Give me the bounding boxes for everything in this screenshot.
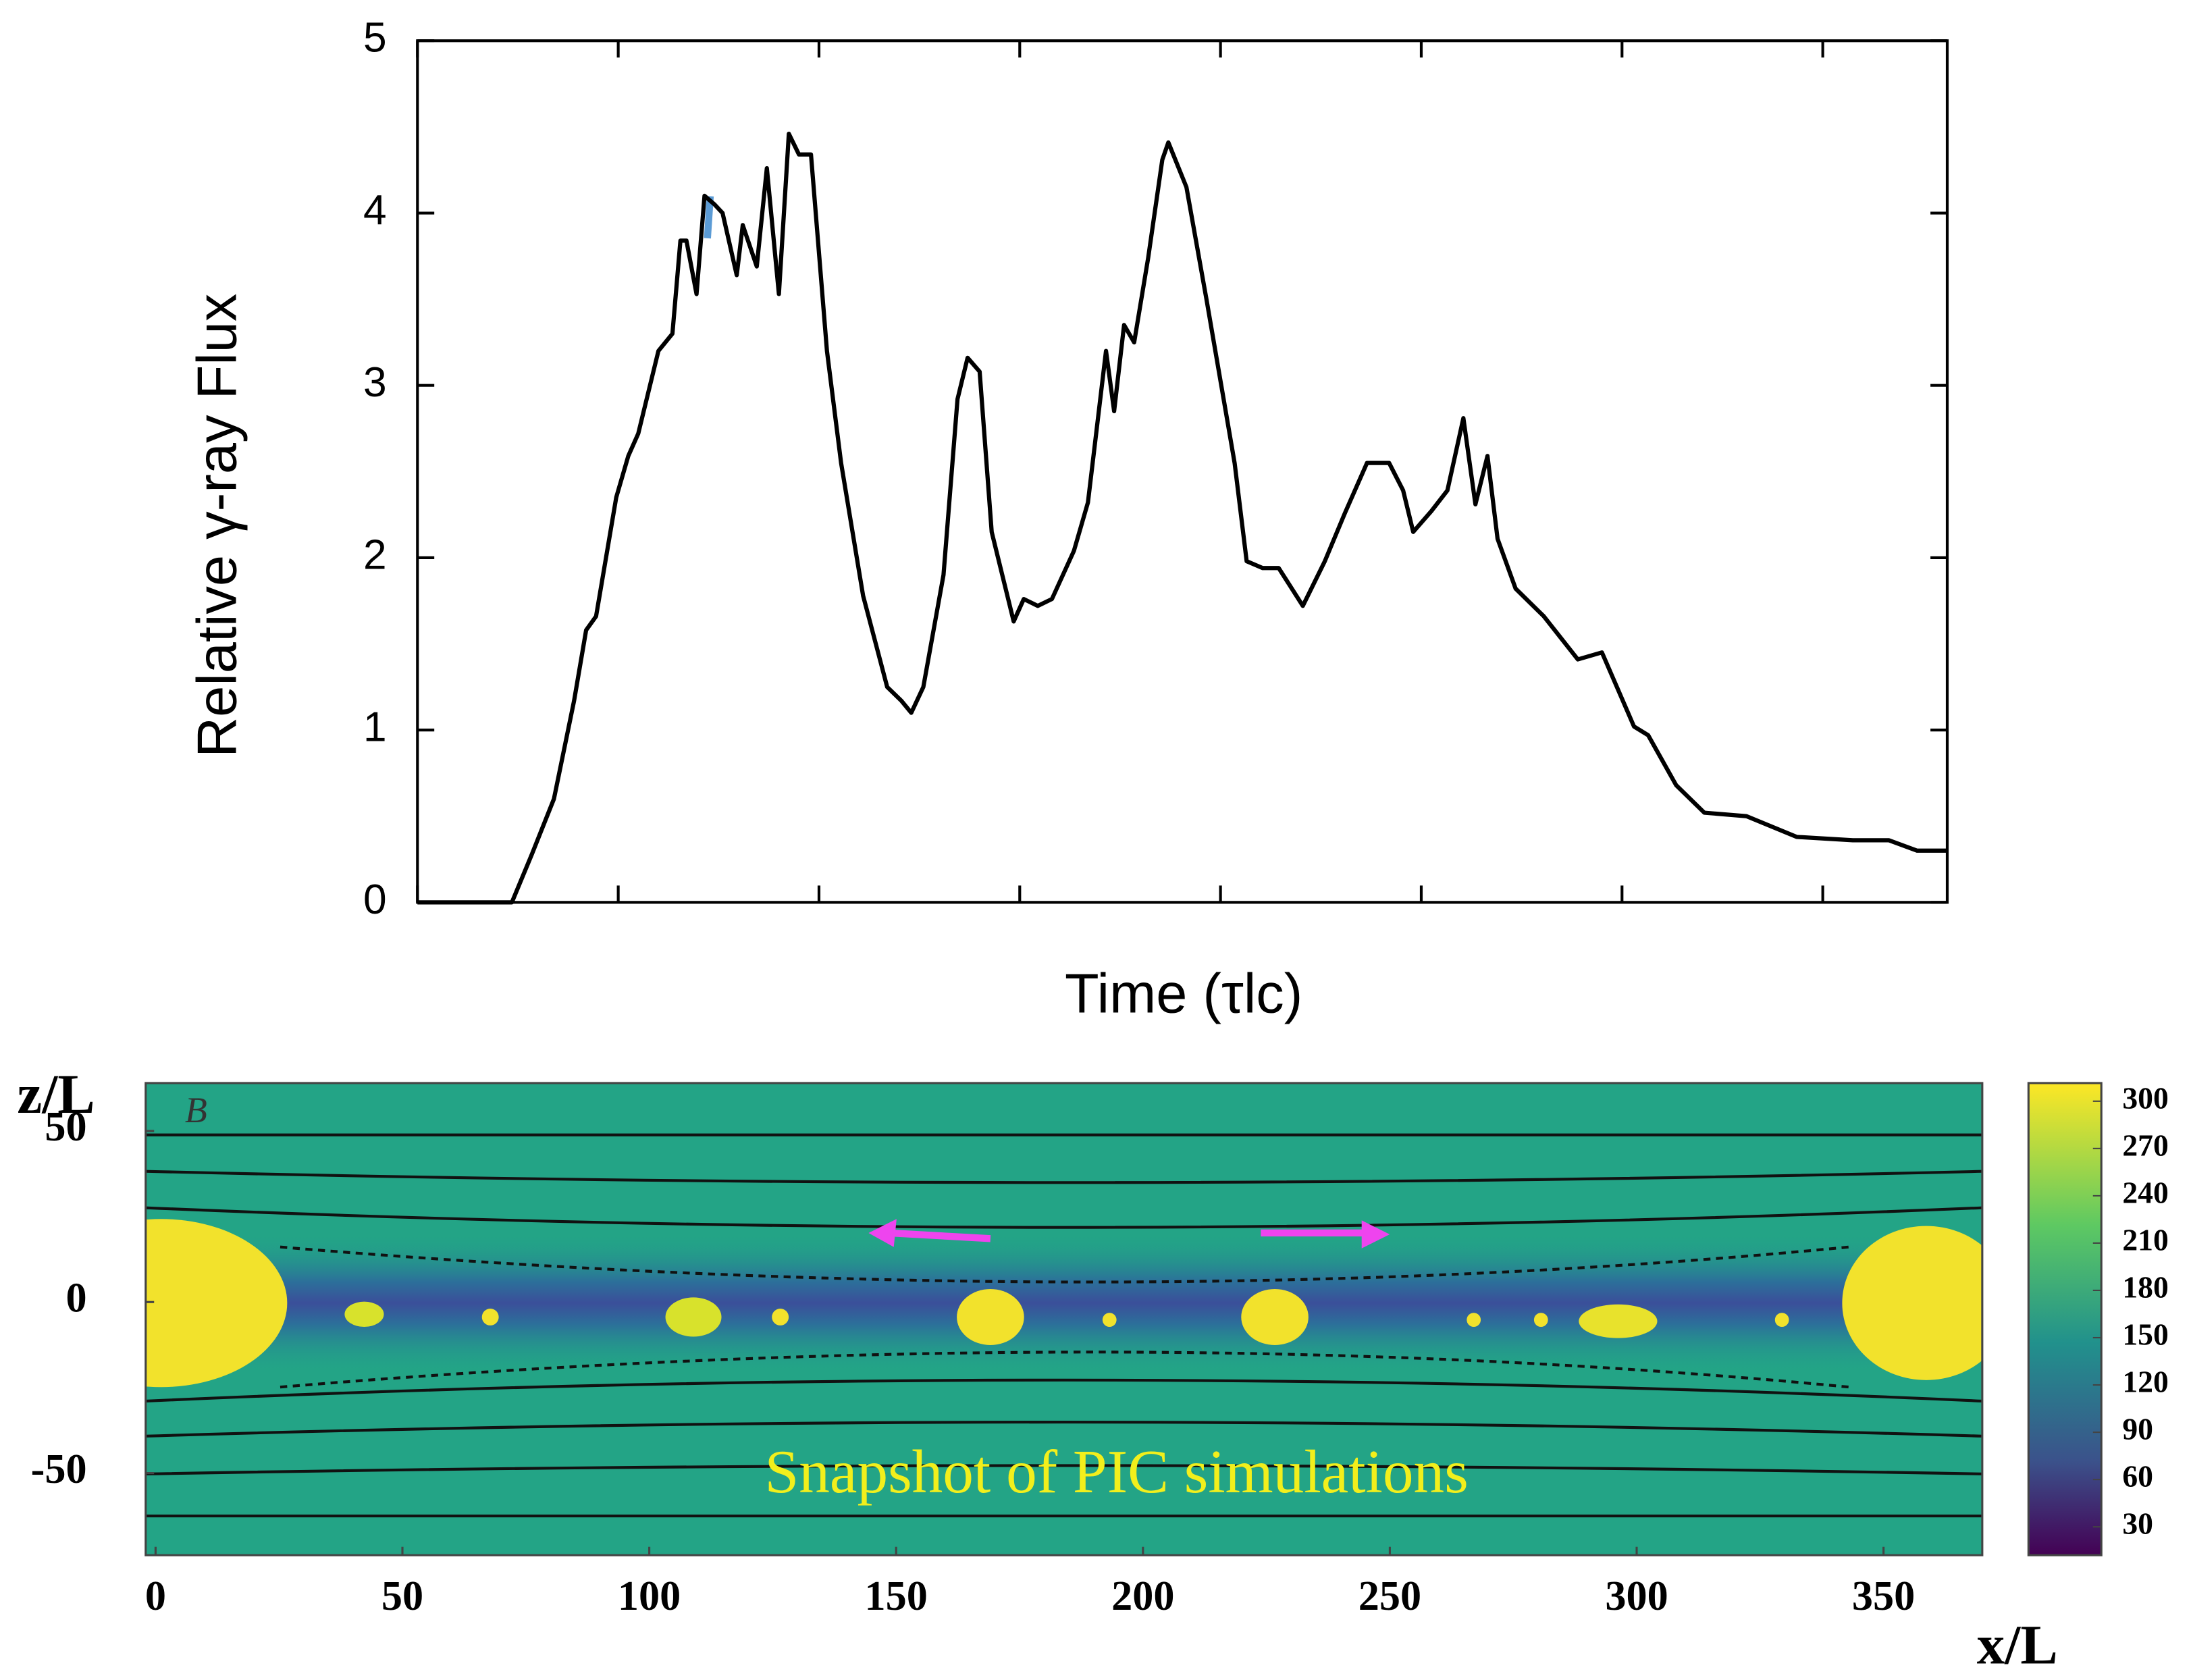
field-line [145,1206,1982,1229]
plasmoid [481,1309,499,1325]
y-tick-label: -50 [31,1446,87,1492]
y-tick-label: 2 [363,531,387,578]
plasmoid [344,1301,384,1327]
plasmoid [1467,1313,1481,1327]
y-tick-label: 1 [363,704,387,751]
field-lines [145,1133,1982,1518]
field-line [145,1421,1982,1438]
field-line [145,1170,1982,1184]
colorbar-tick-label: 300 [2122,1080,2168,1115]
colorbar-tick-label: 30 [2122,1506,2153,1541]
y-axis-label: z/L [17,1063,95,1125]
colorbar-tick-label: 270 [2122,1128,2168,1162]
x-tick-label: 250 [1358,1573,1421,1619]
x-axis-label: Time (τlc) [1065,962,1302,1024]
plasmoid [1102,1313,1117,1327]
arrow [889,1229,991,1242]
field-frame [144,1082,1984,1556]
field-line [280,1245,1849,1284]
plasmoid [957,1288,1024,1345]
plasmoid [145,1219,288,1388]
x-tick-label: 300 [1605,1573,1668,1619]
y-tick-label: 4 [363,187,387,234]
plot-frame [416,39,1949,904]
plasmoid [772,1309,789,1325]
y-tick-label: 3 [363,359,387,406]
plasmoid [1533,1313,1548,1327]
plasmoid [1842,1226,1982,1380]
x-axis-label: x/L [1977,1613,2058,1675]
colorbar-tick-label: 90 [2122,1412,2153,1446]
annotation: Snapshot of PIC simulations [765,1438,1469,1506]
highlight-mark [704,196,714,239]
x-tick-label: 50 [381,1573,423,1619]
y-tick-label: 0 [363,876,387,923]
y-tick-label: 0 [66,1276,87,1321]
x-tick-label: 100 [618,1573,681,1619]
plasmoid [1774,1313,1789,1327]
field-line [145,1378,1982,1403]
x-tick-label: 200 [1111,1573,1174,1619]
colorbar-tick-label: 60 [2122,1459,2153,1494]
x-tick-label: 150 [865,1573,928,1619]
x-tick-label: 0 [145,1573,166,1619]
arrowhead [1361,1220,1390,1249]
field-image [145,1082,1982,1556]
y-tick-label: 5 [363,15,387,61]
plasmoid [1241,1288,1309,1345]
colorbar-tick-label: 180 [2122,1269,2168,1304]
y-tick-label: 50 [45,1104,86,1150]
colorbar-tick-label: 240 [2122,1175,2168,1209]
field-line [145,1464,1982,1475]
flux-line [417,131,1947,905]
x-tick-label: 350 [1852,1573,1915,1619]
y-axis-label: Relative γ-ray Flux [186,294,248,758]
colorbar-tick-label: 150 [2122,1317,2168,1351]
current-sheet [145,1232,1982,1373]
plasmoid [665,1297,722,1337]
arrowhead [868,1219,897,1247]
colorbar-tick-label: 210 [2122,1222,2168,1257]
plasmoid [1579,1304,1658,1338]
field-label: B [185,1090,207,1130]
colorbar [2027,1082,2103,1556]
colorbar-tick-label: 120 [2122,1365,2168,1399]
field-line [280,1350,1849,1389]
